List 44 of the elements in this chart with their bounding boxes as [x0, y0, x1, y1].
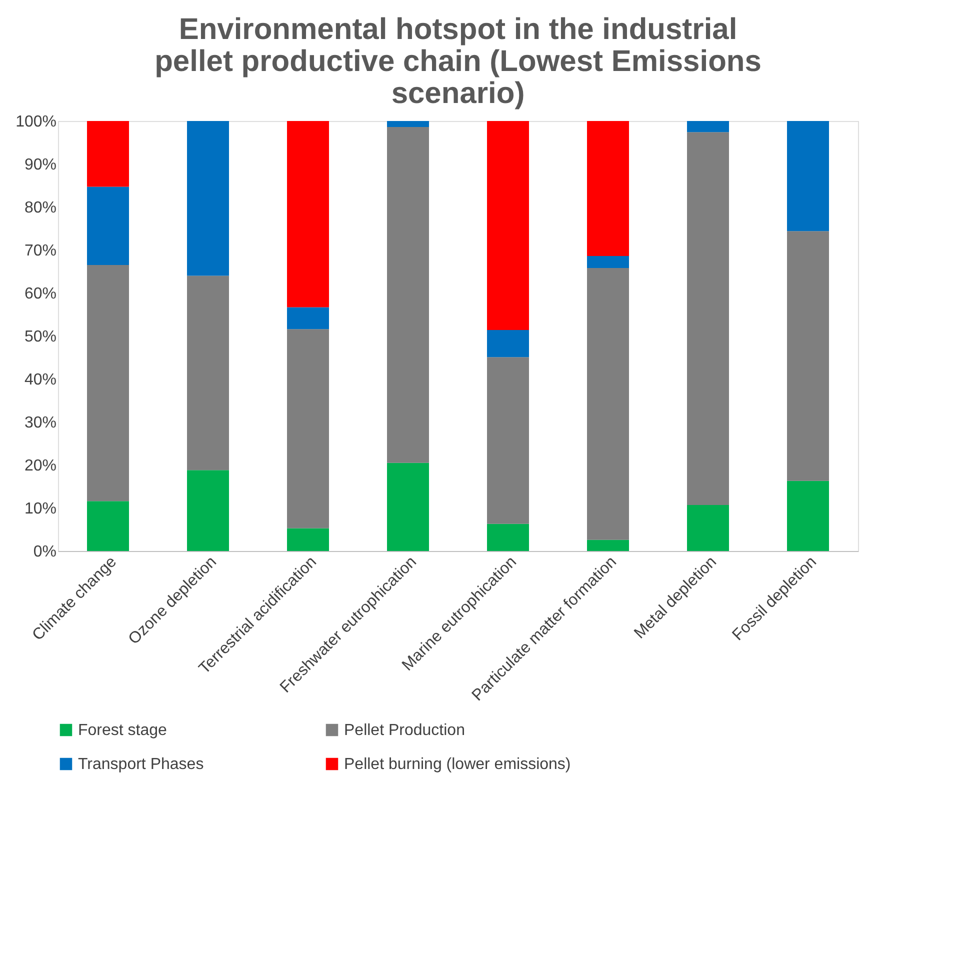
bar [787, 480, 829, 551]
bar [487, 330, 529, 358]
bar [587, 540, 629, 551]
chart-title: Environmental hotspot in the industrial pellet productive chain (Lowest Emissions scenario) [154, 13, 762, 110]
bar [487, 524, 529, 551]
bar [187, 276, 229, 470]
bar [87, 121, 129, 187]
bar [687, 504, 729, 551]
y-tick-label: 70% [24, 242, 56, 260]
bar [287, 121, 329, 308]
legend-label: Transport Phases [78, 756, 204, 773]
y-tick-label: 10% [24, 500, 56, 518]
bar [487, 121, 529, 330]
legend-label: Pellet burning (lower emissions) [344, 756, 571, 773]
legend-label: Pellet Production [344, 722, 465, 739]
y-tick-label: 40% [24, 372, 56, 388]
bar [87, 186, 129, 266]
bar [87, 265, 129, 502]
y-tick-label: 0% [33, 544, 56, 560]
y-tick-label: 100% [16, 114, 56, 130]
bar [287, 329, 329, 528]
bar [687, 132, 729, 505]
legend-label: Forest stage [78, 722, 168, 739]
y-tick-label: 50% [24, 328, 56, 346]
bar [687, 121, 729, 132]
bar [487, 357, 529, 524]
bar [587, 121, 629, 256]
bar [187, 470, 229, 551]
y-tick-label: 30% [24, 414, 56, 432]
bar [387, 127, 429, 463]
y-tick-label: 90% [24, 156, 56, 174]
bar [587, 256, 629, 268]
bar [287, 307, 329, 330]
bar [587, 268, 629, 540]
bar [87, 501, 129, 551]
bar [387, 121, 429, 128]
y-tick-label: 20% [24, 458, 56, 474]
bar [787, 231, 829, 481]
bar [187, 121, 229, 276]
bar [387, 462, 429, 551]
y-tick-label: 80% [24, 200, 56, 216]
bar [287, 528, 329, 551]
bar [787, 121, 829, 232]
y-tick-label: 60% [24, 286, 56, 302]
